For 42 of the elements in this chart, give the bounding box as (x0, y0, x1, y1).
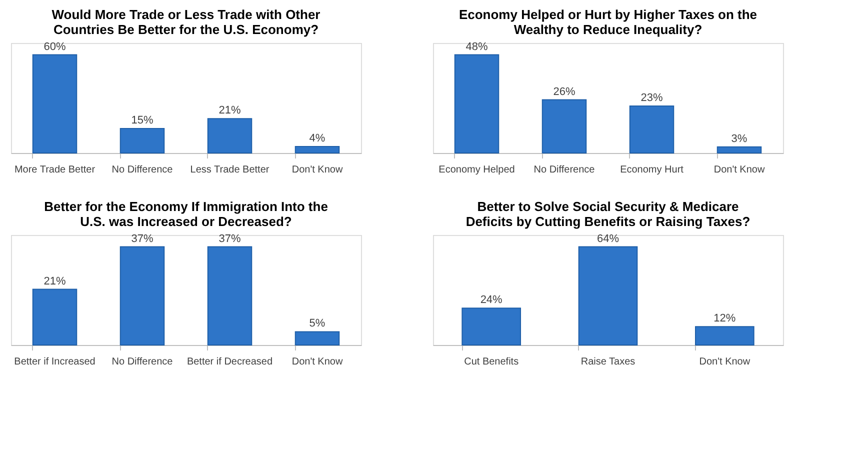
bar (32, 54, 78, 154)
bar (716, 146, 762, 154)
data-label: 5% (309, 318, 326, 330)
x-tick-label: Cut Benefits (464, 356, 519, 368)
chart-title: Would More Trade or Less Trade with Other Countries Be Better for the U.S. Economy? (52, 6, 320, 37)
bar (294, 146, 340, 154)
chart-title: Economy Helped or Hurt by Higher Taxes on the Wealthy to Reduce Inequality? (458, 6, 758, 37)
x-tick-label: Better if Decreased (186, 356, 273, 368)
x-tick-label: No Difference (112, 356, 174, 368)
data-label: 4% (309, 132, 326, 144)
data-label: 21% (44, 275, 66, 288)
bar (542, 99, 587, 154)
x-tick-label: Economy Hurt (620, 164, 684, 176)
bar (454, 54, 500, 154)
data-label: 60% (44, 40, 66, 53)
data-label: 64% (596, 232, 620, 245)
x-tick-label: Don't Know (292, 356, 344, 368)
x-tick-label: Don't Know (292, 164, 344, 176)
data-label: 37% (131, 232, 154, 245)
x-tick-label: Raise Taxes (580, 356, 636, 368)
data-label: 21% (218, 104, 241, 117)
data-label: 15% (131, 114, 154, 126)
chart-title: Better to Solve Social Security & Medicare Deficits by Cutting Benefits or Raising Taxes? (466, 198, 750, 229)
x-tick-label: No Difference (112, 164, 174, 176)
bar (207, 118, 252, 154)
x-tick-label: Less Trade Better (190, 164, 270, 176)
data-label: 48% (466, 40, 488, 53)
x-tick-label: Economy Helped (438, 164, 515, 176)
data-label: 37% (218, 232, 241, 245)
x-tick-label: Better if Increased (14, 356, 96, 368)
data-label: 12% (714, 312, 736, 325)
data-label: 24% (480, 294, 503, 306)
data-label: 26% (553, 86, 576, 98)
bar (120, 128, 165, 154)
data-label: 23% (640, 92, 663, 104)
data-label: 3% (731, 132, 748, 145)
bar (629, 105, 674, 154)
x-tick-label: No Difference (534, 164, 596, 176)
x-tick-label: More Trade Better (14, 164, 96, 176)
x-tick-label: Don't Know (699, 356, 751, 368)
x-tick-label: Don't Know (714, 164, 766, 176)
chart-title: Better for the Economy If Immigration Into the U.S. was Increased or Decreased? (44, 198, 328, 229)
